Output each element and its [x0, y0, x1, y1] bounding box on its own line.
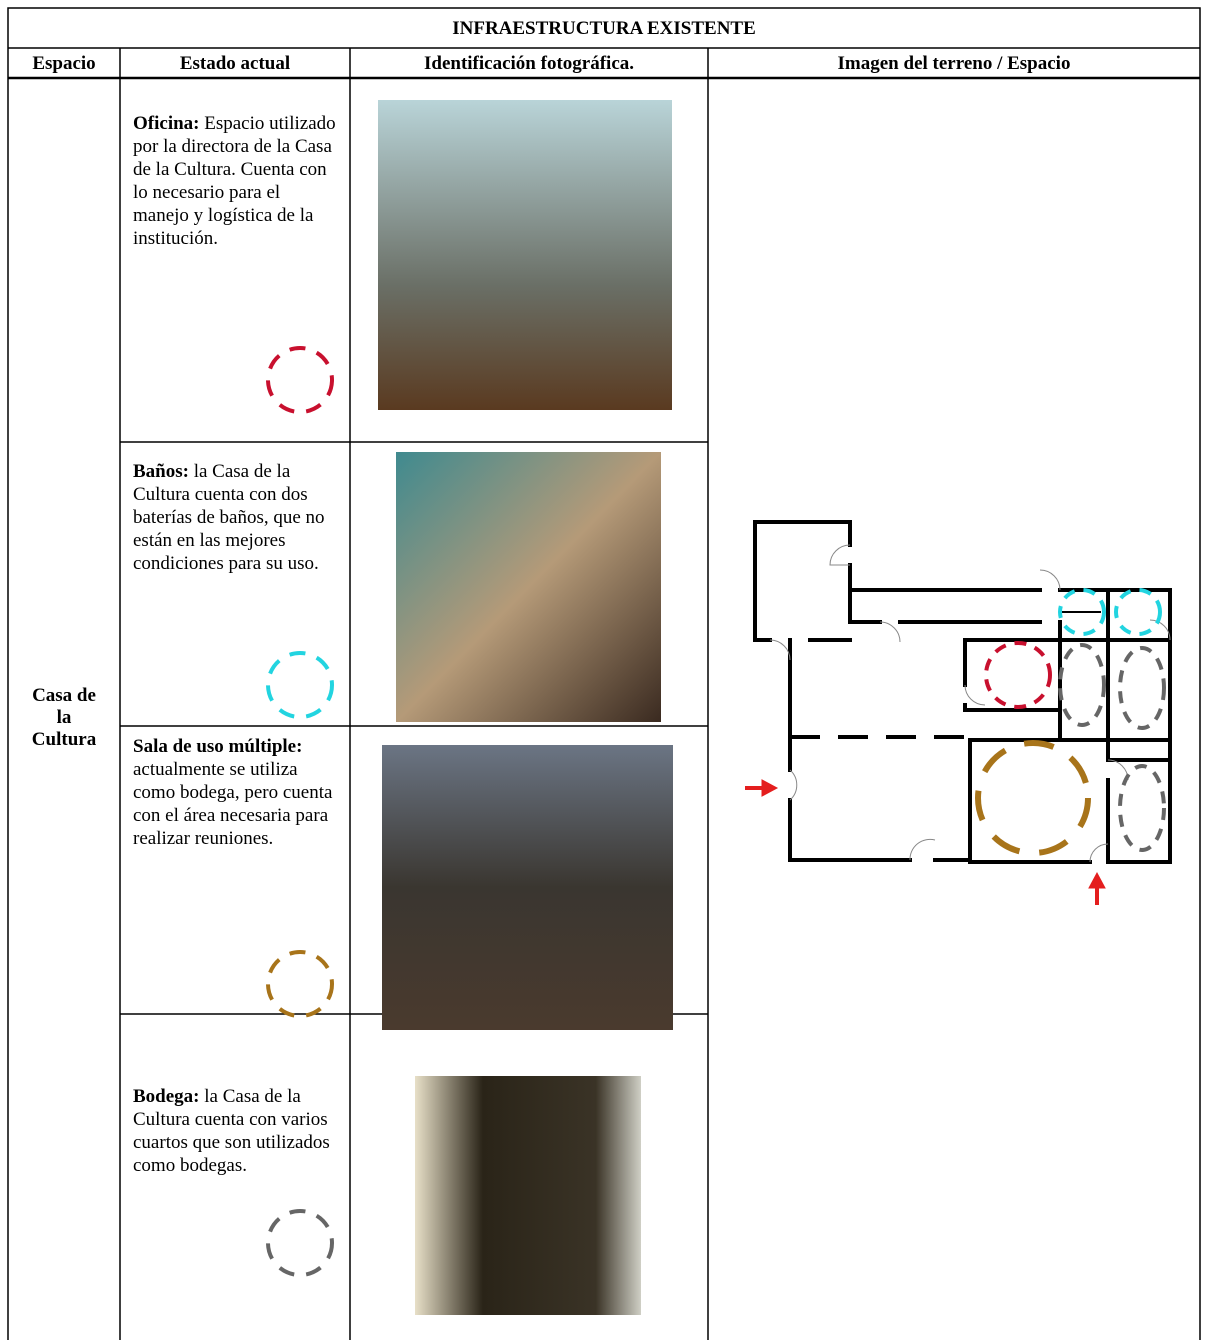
cell-label: Baños: [133, 461, 189, 482]
cell: Baños: la Casa de la Cultura cuenta con … [133, 460, 341, 575]
cell-text: actualmente se utiliza como bodega, pero… [133, 759, 333, 849]
cell: Bodega: la Casa de la Cultura cuenta con… [133, 1085, 338, 1177]
cell-text: la Casa de la Cultura cuenta con varios … [133, 1086, 330, 1176]
cell-label: Oficina: [133, 113, 200, 134]
cell-text: la Casa de la Cultura cuenta con dos bat… [133, 461, 325, 574]
cell: Sala de uso múltiple: actualmente se uti… [133, 735, 343, 850]
cell-label: Sala de uso múltiple: [133, 736, 303, 757]
column-header: Imagen del terreno / Espacio [837, 53, 1071, 74]
cell-text: Espacio utilizado por la directora de la… [133, 113, 336, 249]
column-header: Espacio [32, 53, 96, 74]
space-name: Casa de la Cultura [31, 685, 97, 750]
table-title: INFRAESTRUCTURA EXISTENTE [452, 18, 756, 39]
column-header: Identificación fotográfica. [423, 53, 634, 74]
cell-label: Bodega: [133, 1086, 200, 1107]
column-header: Estado actual [179, 53, 291, 74]
cell: Oficina: Espacio utilizado por la direct… [133, 112, 338, 250]
